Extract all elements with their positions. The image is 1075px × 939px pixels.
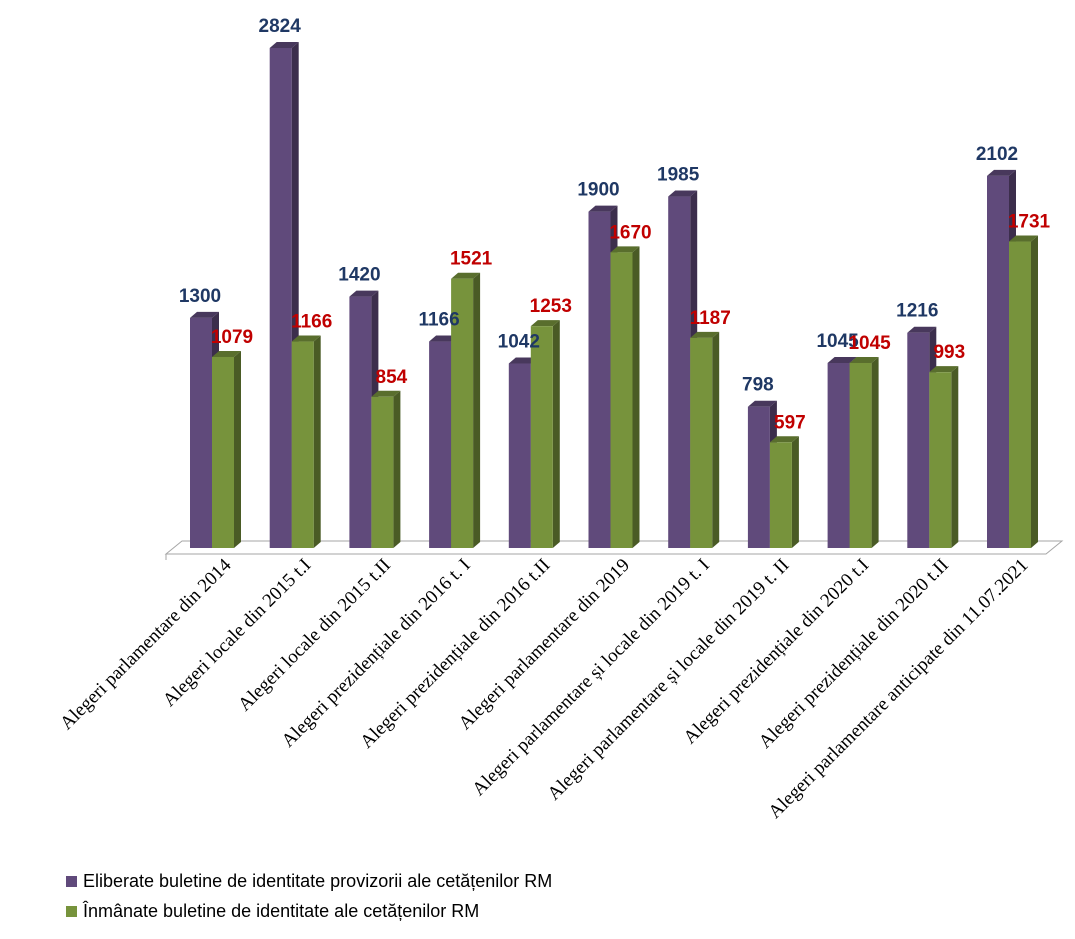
bar-2-9 [849,362,872,548]
bar-1-7-top [668,190,698,197]
data-label-1-9: 1045 [816,331,859,352]
bar-2-2-side [313,335,321,548]
data-label-1-6: 1900 [577,180,619,201]
bar-2-3-side [393,390,401,548]
bar-1-9-top [827,356,857,363]
bar-2-7-side [712,331,720,548]
bar-2-4-top [451,272,481,279]
bar-1-4 [429,341,452,548]
bar-2-6 [610,252,633,548]
bar-2-6-top [610,246,640,253]
bar-1-1 [190,317,212,548]
bar-2-9-side [871,356,879,548]
bar-2-1-side [234,350,241,548]
bar-2-4-side [473,272,481,548]
bar-1-3 [349,296,372,548]
bar-1-2-top [269,42,299,48]
data-label-2-1: 1079 [211,327,253,348]
data-label-2-3: 854 [376,367,408,388]
bar-2-2-top [291,335,321,342]
bar-2-11-top [1009,235,1038,242]
bar-1-6 [588,211,611,549]
data-label-2-4: 1521 [450,249,493,270]
legend: Eliberate buletine de identitate provizo… [66,866,552,926]
bar-2-5-side [552,320,560,548]
data-label-2-8: 597 [774,412,806,433]
data-label-2-9: 1045 [848,333,891,354]
bar-2-10-side [951,366,959,548]
data-label-1-8: 798 [742,375,774,396]
bar-1-7 [668,196,691,548]
bar-1-2 [269,48,292,548]
bar-2-7 [690,337,713,548]
bar-1-5 [508,363,531,548]
bar-1-10 [907,332,930,548]
bar-2-5 [530,326,553,548]
bar-2-1 [212,356,234,548]
legend-item-series-2[interactable]: Înmânate buletine de identitate ale cetă… [66,896,552,926]
data-label-1-2: 2824 [259,16,302,37]
bar-1-8 [747,406,770,548]
data-label-2-2: 1166 [291,312,332,333]
bar-2-8-top [769,436,799,443]
bar-1-10-top [907,326,937,333]
legend-swatch-series-2 [66,905,77,917]
bar-1-3-top [349,290,379,297]
x-tick-label-3: Alegeri locale din 2015 t.II [234,555,395,716]
bar-2-10-top [929,366,959,373]
bar-2-8 [769,442,792,548]
data-label-1-1: 1300 [179,286,221,307]
data-label-1-7: 1985 [657,165,700,186]
bar-2-10 [929,372,952,548]
bar-2-3-top [371,390,401,397]
bar-1-5-top [508,357,538,364]
data-label-2-11: 1731 [1008,212,1051,233]
bar-2-3 [371,396,394,548]
bar-2-7-top [690,331,720,338]
legend-swatch-series-1 [66,875,77,887]
data-label-1-11: 2102 [976,144,1018,165]
data-label-1-5: 1042 [498,332,540,353]
legend-label-series-1: Eliberate buletine de identitate provizo… [83,870,553,891]
data-label-1-3: 1420 [338,265,380,286]
data-label-2-6: 1670 [609,222,651,243]
data-label-2-7: 1187 [690,308,731,329]
data-label-2-5: 1253 [530,296,572,317]
legend-item-series-1[interactable]: Eliberate buletine de identitate provizo… [66,866,552,896]
bar-2-2 [291,341,314,548]
data-label-1-10: 1216 [896,301,938,322]
data-label-2-10: 993 [933,342,965,363]
x-tick-label-1: Alegeri parlamentare din 2014 [56,554,236,734]
bar-2-11 [1009,241,1031,548]
bar-2-4 [451,278,474,548]
bar-1-1-top [190,311,219,318]
bar-2-8-side [791,436,799,548]
bar-1-9 [827,362,850,548]
bar-1-11-top [987,169,1016,176]
bar-2-11-side [1031,235,1038,548]
bar-2-1-top [212,350,241,357]
legend-label-series-2: Înmânate buletine de identitate ale cetă… [83,900,480,921]
bar-2-5-top [530,320,560,327]
bar-2-9-top [849,356,879,363]
bar-1-11 [987,175,1009,548]
x-tick-label-6: Alegeri parlamentare din 2019 [455,555,634,734]
bar-1-4-top [429,335,459,342]
bar-2-6-side [632,246,640,548]
data-label-1-4: 1166 [418,310,459,331]
x-tick-label-2: Alegeri locale din 2015 t.I [159,555,315,711]
bar-1-8-top [747,400,777,407]
bar-1-6-top [588,205,618,212]
